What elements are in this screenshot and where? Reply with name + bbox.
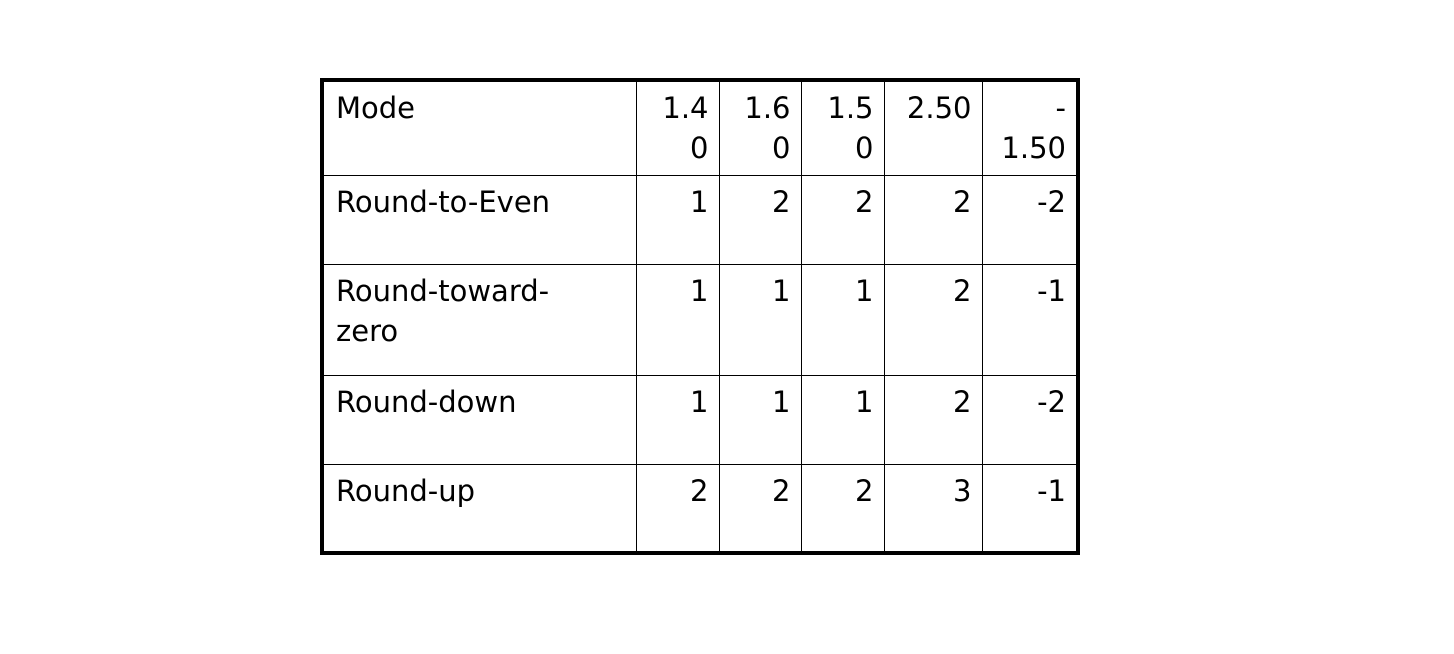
- result-cell: 1: [718, 374, 802, 465]
- result-cell: 1: [635, 263, 720, 376]
- mode-name-cell: Round-down: [321, 374, 637, 465]
- header-value-line1: 2.50: [906, 91, 972, 125]
- header-value-line1: -: [1055, 91, 1066, 125]
- rounding-modes-table-container: Mode 1.4 0 1.6 0 1.5 0 2.50 - 1.50: [320, 78, 1080, 555]
- header-value-cell: 1.5 0: [800, 79, 885, 176]
- result-cell: 1: [800, 263, 885, 376]
- result-cell: -2: [981, 374, 1079, 465]
- result-cell: 2: [718, 174, 802, 265]
- header-value-cell: 1.6 0: [718, 79, 802, 176]
- mode-name-line1: Round-down: [336, 384, 517, 419]
- header-mode-label: Mode: [336, 91, 416, 125]
- header-value-line2: 0: [772, 131, 791, 165]
- result-cell: -1: [981, 463, 1079, 554]
- header-value-line2: 1.50: [1001, 131, 1066, 165]
- mode-name-cell: Round-toward- zero: [321, 263, 637, 376]
- result-cell: 2: [800, 463, 885, 554]
- result-cell: -2: [981, 174, 1079, 265]
- header-mode-cell: Mode: [321, 79, 637, 176]
- mode-name-line1: Round-to-Even: [336, 184, 551, 219]
- result-cell: 2: [883, 374, 983, 465]
- table-row: Round-down 1 1 1 2 -2: [321, 374, 1079, 465]
- table-row: Round-to-Even 1 2 2 2 -2: [321, 174, 1079, 265]
- result-cell: 1: [800, 374, 885, 465]
- header-value-cell: - 1.50: [981, 79, 1079, 176]
- mode-name-cell: Round-up: [321, 463, 637, 554]
- rounding-modes-table: Mode 1.4 0 1.6 0 1.5 0 2.50 - 1.50: [320, 78, 1080, 555]
- header-value-cell: 2.50: [883, 79, 983, 176]
- header-value-line1: 1.5: [827, 91, 874, 125]
- table-row: Round-toward- zero 1 1 1 2 -1: [321, 263, 1079, 376]
- result-cell: 2: [718, 463, 802, 554]
- mode-name-line1: Round-toward-: [336, 273, 550, 308]
- result-cell: -1: [981, 263, 1079, 376]
- header-value-line1: 1.4: [662, 91, 709, 125]
- result-cell: 2: [635, 463, 720, 554]
- result-cell: 1: [635, 374, 720, 465]
- header-value-line2: 0: [855, 131, 874, 165]
- result-cell: 1: [718, 263, 802, 376]
- mode-name-cell: Round-to-Even: [321, 174, 637, 265]
- mode-name-line1: Round-up: [336, 473, 476, 508]
- result-cell: 1: [635, 174, 720, 265]
- header-value-cell: 1.4 0: [635, 79, 720, 176]
- header-value-line1: 1.6: [744, 91, 791, 125]
- result-cell: 3: [883, 463, 983, 554]
- table-header-row: Mode 1.4 0 1.6 0 1.5 0 2.50 - 1.50: [321, 79, 1079, 176]
- result-cell: 2: [883, 174, 983, 265]
- mode-name-line2: zero: [336, 313, 399, 348]
- table-row: Round-up 2 2 2 3 -1: [321, 463, 1079, 554]
- result-cell: 2: [800, 174, 885, 265]
- header-value-line2: 0: [690, 131, 709, 165]
- result-cell: 2: [883, 263, 983, 376]
